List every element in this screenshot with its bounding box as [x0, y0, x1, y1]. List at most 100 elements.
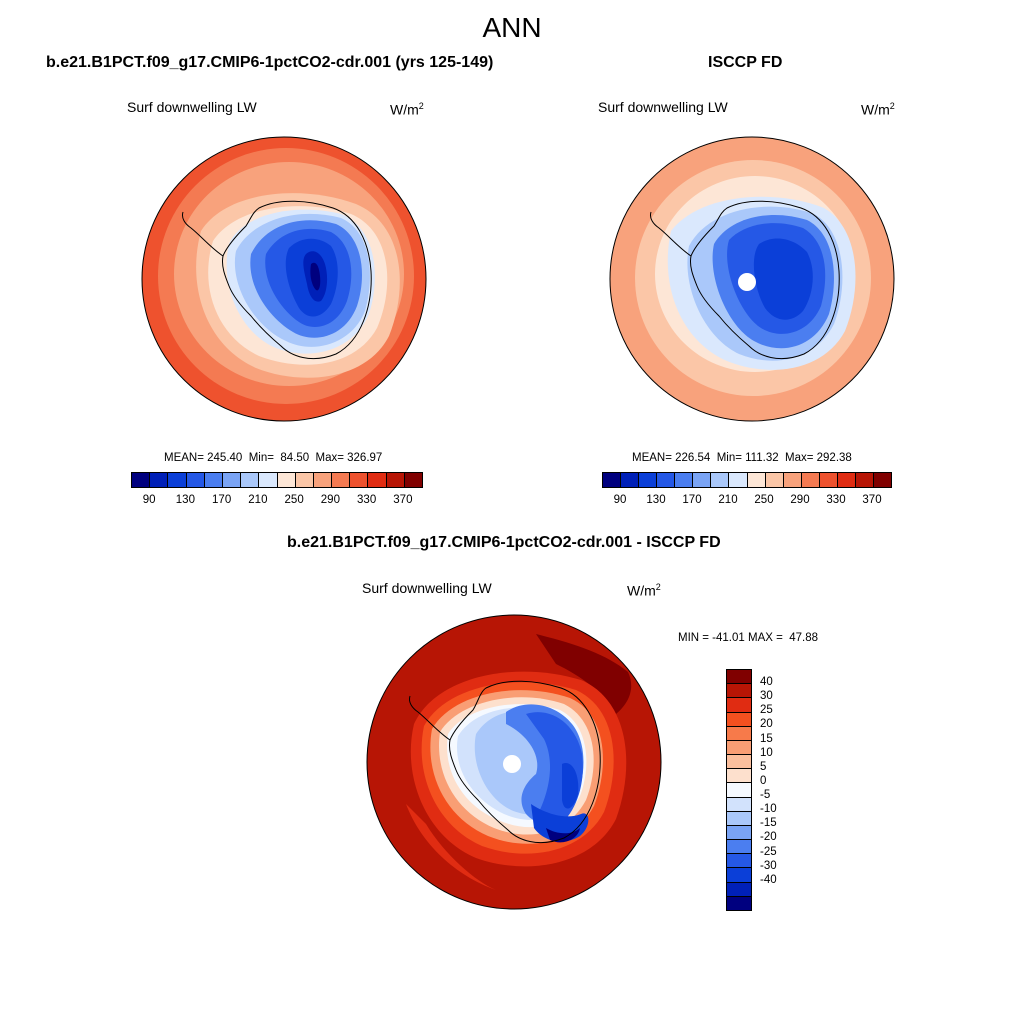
diff-colorbar-cell: [727, 797, 751, 812]
model-colorbar-cell: [150, 473, 169, 487]
model-colorbar-cell: [204, 473, 223, 487]
obs-units-label: W/m2: [861, 101, 895, 118]
obs-colorbar-tick-label: 250: [754, 494, 774, 506]
obs-variable-label: Surf downwelling LW: [598, 99, 728, 115]
model-colorbar-tick-label: 210: [248, 494, 268, 506]
obs-colorbar-tick-label: 130: [646, 494, 666, 506]
diff-colorbar-cell: [727, 712, 751, 727]
model-polar-map: [141, 136, 427, 422]
diff-colorbar: [726, 669, 752, 911]
model-colorbar-cell: [168, 473, 187, 487]
diff-colorbar-ticks: 40 30 25 20 15 10 5 0 -5 -10 -15 -20 -25 -30 -40: [760, 669, 800, 909]
diff-colorbar-cell: [727, 670, 751, 685]
model-colorbar-tick-label: 290: [320, 494, 340, 506]
diff-colorbar-cell: [727, 854, 751, 869]
obs-colorbar-cell: [819, 473, 838, 487]
model-colorbar-tick-label: 130: [175, 494, 195, 506]
obs-colorbar-tick-label: 370: [862, 494, 882, 506]
diff-colorbar-cell: [727, 840, 751, 855]
model-colorbar-cell: [241, 473, 260, 487]
diff-colorbar-cell: [727, 740, 751, 756]
model-colorbar-cell: [295, 473, 314, 487]
model-colorbar-cell: [132, 473, 151, 487]
diff-colorbar-cell: [727, 882, 751, 897]
model-colorbar-cell: [186, 473, 205, 487]
diff-colorbar-tick-label: 30: [760, 690, 773, 703]
obs-colorbar-cell: [747, 473, 766, 487]
diff-colorbar-tick-label: 15: [760, 732, 773, 745]
model-colorbar-cell: [404, 473, 422, 487]
model-colorbar-tick-label: 330: [357, 494, 377, 506]
obs-panel-title: ISCCP FD: [708, 54, 783, 71]
obs-colorbar-ticks: 90 130 170 210 250 290 330 370: [602, 494, 890, 510]
obs-colorbar-tick-label: 210: [718, 494, 738, 506]
diff-variable-label: Surf downwelling LW: [362, 580, 492, 596]
diff-colorbar-cell: [727, 755, 751, 770]
diff-colorbar-cell: [727, 769, 751, 784]
obs-colorbar-tick-label: 90: [613, 494, 627, 506]
model-units-label: W/m2: [390, 101, 424, 118]
diff-colorbar-tick-label: 10: [760, 746, 773, 759]
obs-colorbar-cell: [675, 473, 694, 487]
obs-colorbar-cell: [783, 473, 802, 487]
diff-colorbar-tick-label: -5: [760, 789, 771, 802]
obs-colorbar-cell: [603, 473, 622, 487]
obs-colorbar-cell: [693, 473, 712, 487]
obs-colorbar-tick-label: 170: [682, 494, 702, 506]
obs-colorbar-tick-label: 330: [826, 494, 846, 506]
obs-colorbar-cell: [837, 473, 856, 487]
diff-colorbar-tick-label: -20: [760, 831, 777, 844]
diff-panel-title: b.e21.B1PCT.f09_g17.CMIP6-1pctCO2-cdr.00…: [287, 534, 721, 551]
model-colorbar-cell: [332, 473, 351, 487]
diff-colorbar-tick-label: 0: [760, 774, 767, 787]
obs-colorbar-cell: [873, 473, 891, 487]
diff-colorbar-tick-label: -40: [760, 873, 777, 886]
diff-colorbar-cell: [727, 684, 751, 699]
obs-colorbar-cell: [729, 473, 748, 487]
obs-colorbar-cell: [711, 473, 730, 487]
diff-colorbar-tick-label: -10: [760, 803, 777, 816]
model-colorbar-cell: [368, 473, 387, 487]
obs-stats: MEAN= 226.54 Min= 111.32 Max= 292.38: [632, 452, 852, 464]
diff-colorbar-cell: [727, 811, 751, 826]
model-colorbar-cell: [313, 473, 333, 487]
model-colorbar-tick-label: 90: [142, 494, 156, 506]
obs-colorbar-cell: [765, 473, 784, 487]
obs-polar-map: [609, 136, 895, 422]
model-colorbar-tick-label: 250: [284, 494, 304, 506]
diff-stats: MIN = -41.01 MAX = 47.88: [678, 632, 818, 644]
model-variable-label: Surf downwelling LW: [127, 99, 257, 115]
diff-colorbar-tick-label: 25: [760, 704, 773, 717]
diff-polar-map: [366, 614, 662, 910]
obs-colorbar-cell: [621, 473, 640, 487]
diff-colorbar-tick-label: -15: [760, 817, 777, 830]
model-colorbar-tick-label: 170: [212, 494, 232, 506]
diff-colorbar-cell: [727, 698, 751, 713]
diff-colorbar-cell: [727, 868, 751, 883]
diff-colorbar-cell: [727, 825, 751, 841]
diff-units-label: W/m2: [627, 582, 661, 599]
obs-colorbar-cell: [855, 473, 874, 487]
obs-colorbar: [602, 472, 892, 488]
obs-colorbar-cell: [657, 473, 676, 487]
diff-colorbar-cell: [727, 726, 751, 741]
obs-colorbar-cell: [639, 473, 658, 487]
main-title: ANN: [482, 12, 542, 43]
obs-colorbar-tick-label: 290: [790, 494, 810, 506]
diff-colorbar-tick-label: 40: [760, 676, 773, 689]
model-colorbar-tick-label: 370: [393, 494, 413, 506]
diff-colorbar-cell: [727, 783, 751, 798]
model-colorbar-ticks: 90 130 170 210 250 290 330 370: [131, 494, 421, 510]
model-colorbar: [131, 472, 423, 488]
model-colorbar-cell: [277, 473, 296, 487]
diff-colorbar-tick-label: -25: [760, 845, 777, 858]
diff-colorbar-cell: [727, 896, 751, 910]
diff-colorbar-tick-label: -30: [760, 859, 777, 872]
diff-colorbar-tick-label: 5: [760, 760, 767, 773]
model-stats: MEAN= 245.40 Min= 84.50 Max= 326.97: [164, 452, 383, 464]
diff-colorbar-tick-label: 20: [760, 718, 773, 731]
model-colorbar-cell: [350, 473, 369, 487]
model-colorbar-cell: [222, 473, 242, 487]
obs-colorbar-cell: [801, 473, 820, 487]
model-colorbar-cell: [259, 473, 278, 487]
